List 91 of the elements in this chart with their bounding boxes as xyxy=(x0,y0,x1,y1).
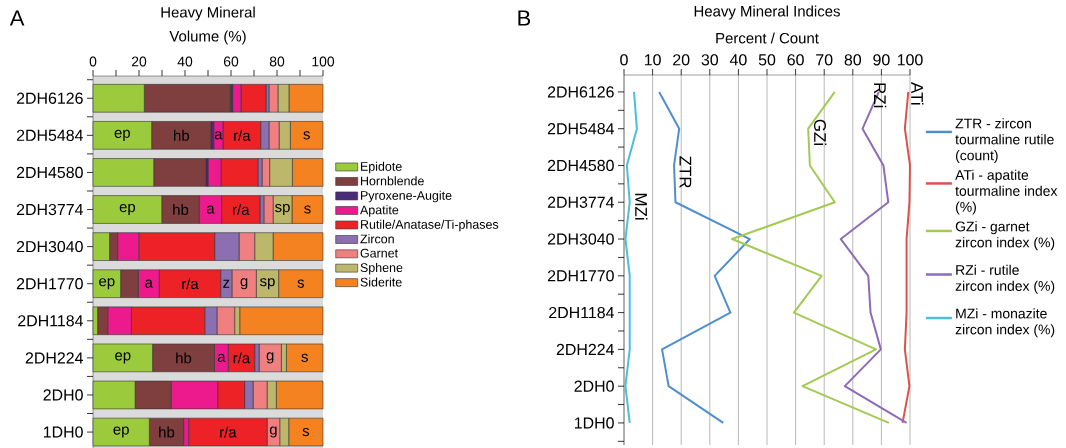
legend-label: Garnet xyxy=(360,248,398,258)
legend-label: ATi - apatite tourmaline index (%) xyxy=(955,169,1058,215)
x-tick-label: 0 xyxy=(89,56,97,67)
y-tick-label: 1DH0 xyxy=(43,426,83,438)
data-label: g xyxy=(269,426,277,438)
x-tick-label: 90 xyxy=(873,54,890,66)
data-label: ep xyxy=(99,278,115,290)
x-tick-label: 50 xyxy=(758,54,776,66)
x-tick-label: 80 xyxy=(844,54,862,66)
chart-title: Heavy Mineral Indices xyxy=(694,5,840,20)
data-label: r/a xyxy=(234,129,251,141)
text: B xyxy=(518,10,531,26)
data-label: sp xyxy=(259,278,275,290)
data-label: a xyxy=(145,279,153,288)
data-label: hb xyxy=(173,204,189,216)
y-tick-label: 2DH4580 xyxy=(547,159,614,172)
legend-label: ZTR - zircon tourmaline rutile (count) xyxy=(955,118,1054,164)
y-tick-label: 2DH4580 xyxy=(16,166,83,179)
data-label: s xyxy=(302,427,310,437)
data-label: r/a xyxy=(182,278,199,290)
data-label: s xyxy=(301,353,308,362)
legend-label: Epidote xyxy=(361,161,402,174)
y-tick-label: 1DH0 xyxy=(574,417,614,429)
legend-label: Apatite xyxy=(360,205,399,217)
x-tick-label: 20 xyxy=(673,54,690,66)
annotation: RZi xyxy=(874,83,887,108)
legend-label: Sphene xyxy=(360,262,403,275)
y-tick-label: 2DH5484 xyxy=(547,123,614,135)
legend-label: MZi - monazite zircon index (%) xyxy=(955,308,1055,338)
data-label: r/a xyxy=(233,352,251,364)
y-tick-label: 2DH224 xyxy=(556,343,614,355)
x-tick-label: 20 xyxy=(131,56,147,67)
y-tick-label: 2DH3040 xyxy=(547,233,614,245)
data-label: hb xyxy=(159,426,175,438)
data-label: s xyxy=(297,279,304,288)
x-tick-label: 30 xyxy=(701,54,719,66)
y-tick-label: 2DH1184 xyxy=(549,306,614,319)
data-label: r/a xyxy=(220,426,237,438)
data-label: z xyxy=(223,279,230,288)
x-tick-label: 60 xyxy=(787,54,804,66)
legend-label: Hornblende xyxy=(361,176,424,186)
x-axis-title: Percent / Count xyxy=(716,32,819,44)
text: A xyxy=(9,10,25,26)
legend-label: Zircon xyxy=(360,234,394,244)
x-tick-label: 0 xyxy=(620,54,628,66)
y-tick-label: 2DH5484 xyxy=(16,129,83,141)
x-tick-label: 40 xyxy=(729,54,747,66)
x-axis-title: Volume (%) xyxy=(169,30,246,45)
data-label: ep xyxy=(119,203,136,216)
y-tick-label: 2DH3774 xyxy=(16,203,83,216)
data-label: sp xyxy=(275,203,290,216)
data-label: r/a xyxy=(233,204,250,216)
data-label: a xyxy=(217,353,226,362)
data-label: ep xyxy=(114,129,131,141)
legend-label: Rutile/Anatase/Ti-phases xyxy=(361,219,499,232)
data-label: g xyxy=(240,278,248,290)
y-tick-label: 2DH0 xyxy=(574,380,614,392)
y-tick-label: 2DH1770 xyxy=(16,278,83,290)
data-label: hb xyxy=(176,352,192,364)
annotation: GZi xyxy=(813,119,827,146)
data-label: g xyxy=(266,352,274,364)
x-tick-label: 80 xyxy=(269,56,285,67)
data-label: a xyxy=(206,205,215,214)
annotation: MZi xyxy=(635,193,648,220)
x-tick-label: 100 xyxy=(312,56,335,67)
legend-label: Pyroxene-Augite xyxy=(361,190,452,203)
data-label: hb xyxy=(174,129,190,141)
legend-label: GZi - garnet zircon index (%) xyxy=(955,221,1055,251)
y-tick-label: 2DH224 xyxy=(25,352,83,364)
data-label: s xyxy=(303,131,310,140)
x-tick-label: 60 xyxy=(223,56,239,67)
y-tick-label: 2DH1770 xyxy=(547,270,614,282)
y-tick-label: 2DH3774 xyxy=(547,196,614,208)
x-tick-label: 40 xyxy=(177,56,193,67)
legend-label: Siderite xyxy=(360,277,402,287)
annotation: ATi xyxy=(911,82,924,105)
data-label: ep xyxy=(113,426,129,438)
data-label: s xyxy=(304,205,311,214)
legend-label: RZi - rutile zircon index (%) xyxy=(955,264,1055,294)
y-tick-label: 2DH6126 xyxy=(16,92,83,104)
y-tick-label: 2DH6126 xyxy=(547,86,614,98)
y-tick-label: 2DH0 xyxy=(43,389,83,401)
chart-title: Heavy Mineral xyxy=(161,6,255,21)
x-tick-label: 100 xyxy=(897,54,923,66)
x-tick-label: 10 xyxy=(644,54,661,66)
annotation: ZTR xyxy=(679,156,692,188)
y-tick-label: 2DH3040 xyxy=(16,240,83,253)
data-label: ep xyxy=(115,352,131,364)
x-tick-label: 70 xyxy=(816,54,833,66)
data-label: a xyxy=(214,131,223,140)
y-tick-label: 2DH1184 xyxy=(18,315,83,327)
